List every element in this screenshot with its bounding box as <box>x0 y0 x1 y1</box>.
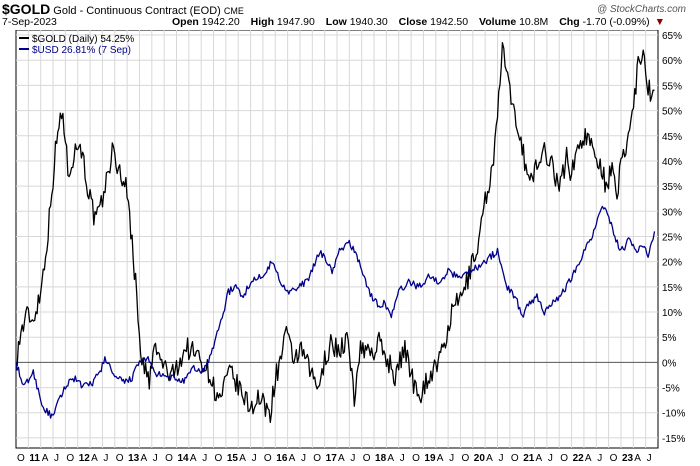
x-tick-label: A <box>91 453 98 464</box>
volume-value: 10.8M <box>519 16 549 28</box>
y-tick-label: -5% <box>662 384 680 395</box>
chg-value: -1.70 (-0.09%) <box>582 16 650 28</box>
x-tick-label: J <box>202 453 207 464</box>
x-tick-label: 12 <box>79 453 91 464</box>
x-tick-label: A <box>42 453 49 464</box>
y-tick-label: 40% <box>662 157 682 168</box>
high-value: 1947.90 <box>276 16 315 28</box>
chart-header-line1: $GOLD Gold - Continuous Contract (EOD) C… <box>0 1 700 17</box>
y-tick-label: -10% <box>662 409 685 420</box>
y-tick-label: 25% <box>662 232 682 243</box>
series-line-usd <box>15 205 656 419</box>
legend-entry: $GOLD (Daily) 54.25% <box>32 34 134 45</box>
close-value: 1942.50 <box>430 16 469 28</box>
x-tick-label: 19 <box>424 453 436 464</box>
y-tick-label: 0% <box>662 358 677 369</box>
y-tick-label: 5% <box>662 333 677 344</box>
down-triangle-icon: ▼ <box>654 16 665 28</box>
high-label: High <box>250 16 274 28</box>
x-tick-label: 21 <box>523 453 535 464</box>
x-tick-label: A <box>289 453 296 464</box>
x-tick-label: J <box>54 453 59 464</box>
x-tick-label: A <box>190 453 197 464</box>
open-value: 1942.20 <box>201 16 240 28</box>
description-label: Gold - Continuous Contract (EOD) <box>53 5 221 17</box>
x-tick-label: A <box>634 453 641 464</box>
x-tick-label: O <box>511 453 519 464</box>
exchange-label: CME <box>223 6 244 16</box>
x-tick-label: 11 <box>29 453 40 464</box>
x-tick-label: A <box>536 453 543 464</box>
y-tick-label: 50% <box>662 107 682 118</box>
x-tick-label: 14 <box>178 453 190 464</box>
x-tick-label: O <box>313 453 321 464</box>
x-tick-label: J <box>301 453 306 464</box>
low-value: 1940.30 <box>349 16 388 28</box>
close-label: Close <box>398 16 428 28</box>
x-tick-label: J <box>153 453 158 464</box>
x-tick-label: O <box>215 453 223 464</box>
x-tick-label: J <box>597 453 602 464</box>
x-tick-label: A <box>140 453 147 464</box>
y-tick-label: 30% <box>662 207 682 218</box>
x-tick-label: O <box>412 453 420 464</box>
x-tick-label: J <box>499 453 504 464</box>
y-tick-label: 45% <box>662 132 682 143</box>
x-tick-label: J <box>449 453 454 464</box>
low-label: Low <box>325 16 347 28</box>
x-tick-label: J <box>548 453 553 464</box>
y-tick-label: 20% <box>662 258 682 269</box>
y-tick-label: 10% <box>662 308 682 319</box>
x-tick-label: O <box>17 453 25 464</box>
x-tick-label: 16 <box>276 453 288 464</box>
x-tick-label: O <box>264 453 272 464</box>
x-tick-label: 17 <box>326 453 338 464</box>
chart: O 11 A J O 12 A J O 13 A J O 14 A J O 15 A J O 16 A J O 17 A J O 18 A J… <box>15 30 685 464</box>
x-tick-label: A <box>239 453 246 464</box>
chart-header-line2: 7-Sep-2023 Open 1942.20 High 1947.90 Low… <box>0 16 700 30</box>
symbol-label: $GOLD <box>2 1 51 17</box>
x-tick-label: J <box>647 453 652 464</box>
y-tick-label: 35% <box>662 182 682 193</box>
x-tick-label: O <box>610 453 618 464</box>
x-tick-label: 23 <box>622 453 634 464</box>
x-tick-label: A <box>437 453 444 464</box>
x-tick-label: A <box>387 453 394 464</box>
x-tick-label: A <box>338 453 345 464</box>
watermark: @ StockCharts.com <box>596 4 686 15</box>
y-tick-label: 15% <box>662 283 682 294</box>
x-tick-label: A <box>585 453 592 464</box>
x-tick-label: 18 <box>375 453 387 464</box>
x-tick-label: 13 <box>128 453 140 464</box>
legend-entry: $USD 26.81% (7 Sep) <box>32 45 131 56</box>
date-label: 7-Sep-2023 <box>2 16 57 28</box>
x-tick-label: 20 <box>474 453 486 464</box>
x-tick-label: O <box>66 453 74 464</box>
y-tick-label: -15% <box>662 434 685 445</box>
x-tick-label: J <box>103 453 108 464</box>
x-tick-label: A <box>486 453 493 464</box>
x-tick-label: O <box>116 453 124 464</box>
x-tick-label: J <box>252 453 257 464</box>
x-tick-label: 15 <box>227 453 239 464</box>
x-tick-label: O <box>461 453 469 464</box>
ohlc-readout: Open 1942.20 High 1947.90 Low 1940.30 Cl… <box>172 16 665 28</box>
y-tick-label: 65% <box>662 31 682 42</box>
chg-label: Chg <box>559 16 580 28</box>
y-tick-label: 55% <box>662 81 682 92</box>
x-tick-label: J <box>350 453 355 464</box>
y-tick-label: 60% <box>662 56 682 67</box>
open-label: Open <box>172 16 199 28</box>
x-tick-label: O <box>165 453 173 464</box>
x-tick-label: 22 <box>573 453 585 464</box>
volume-label: Volume <box>479 16 517 28</box>
series-line-gold <box>15 41 655 424</box>
x-tick-label: O <box>363 453 371 464</box>
x-tick-label: O <box>560 453 568 464</box>
x-tick-label: J <box>400 453 405 464</box>
